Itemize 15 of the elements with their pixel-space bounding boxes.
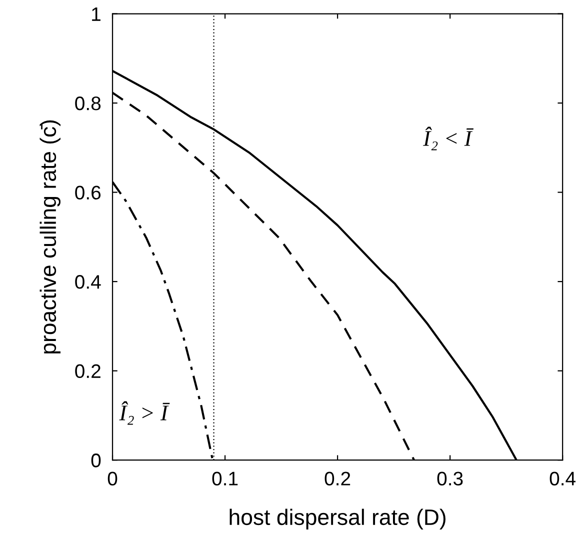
y-tick-label: 0.2 bbox=[75, 364, 100, 378]
x-tick-label: 0.3 bbox=[437, 472, 463, 486]
y-tick-label: 0 bbox=[91, 454, 101, 468]
x-tick-label: 0.2 bbox=[324, 472, 350, 486]
y-tick-label: 0.6 bbox=[75, 186, 101, 200]
y-tick-label: 1 bbox=[92, 7, 100, 21]
y-tick-label: 0.8 bbox=[75, 96, 101, 110]
x-axis-title: host dispersal rate (D) bbox=[230, 508, 446, 530]
y-tick-label: 0.4 bbox=[75, 275, 101, 289]
annotation: Î₂ < Ī bbox=[422, 126, 474, 150]
y-axis-title: proactive culling rate (c̄) bbox=[40, 120, 60, 354]
x-tick-label: 0.4 bbox=[550, 472, 576, 486]
x-tick-label: 0.1 bbox=[212, 472, 238, 486]
annotation: Î₂ > Ī bbox=[119, 401, 170, 425]
x-tick-label: 0 bbox=[108, 472, 118, 486]
